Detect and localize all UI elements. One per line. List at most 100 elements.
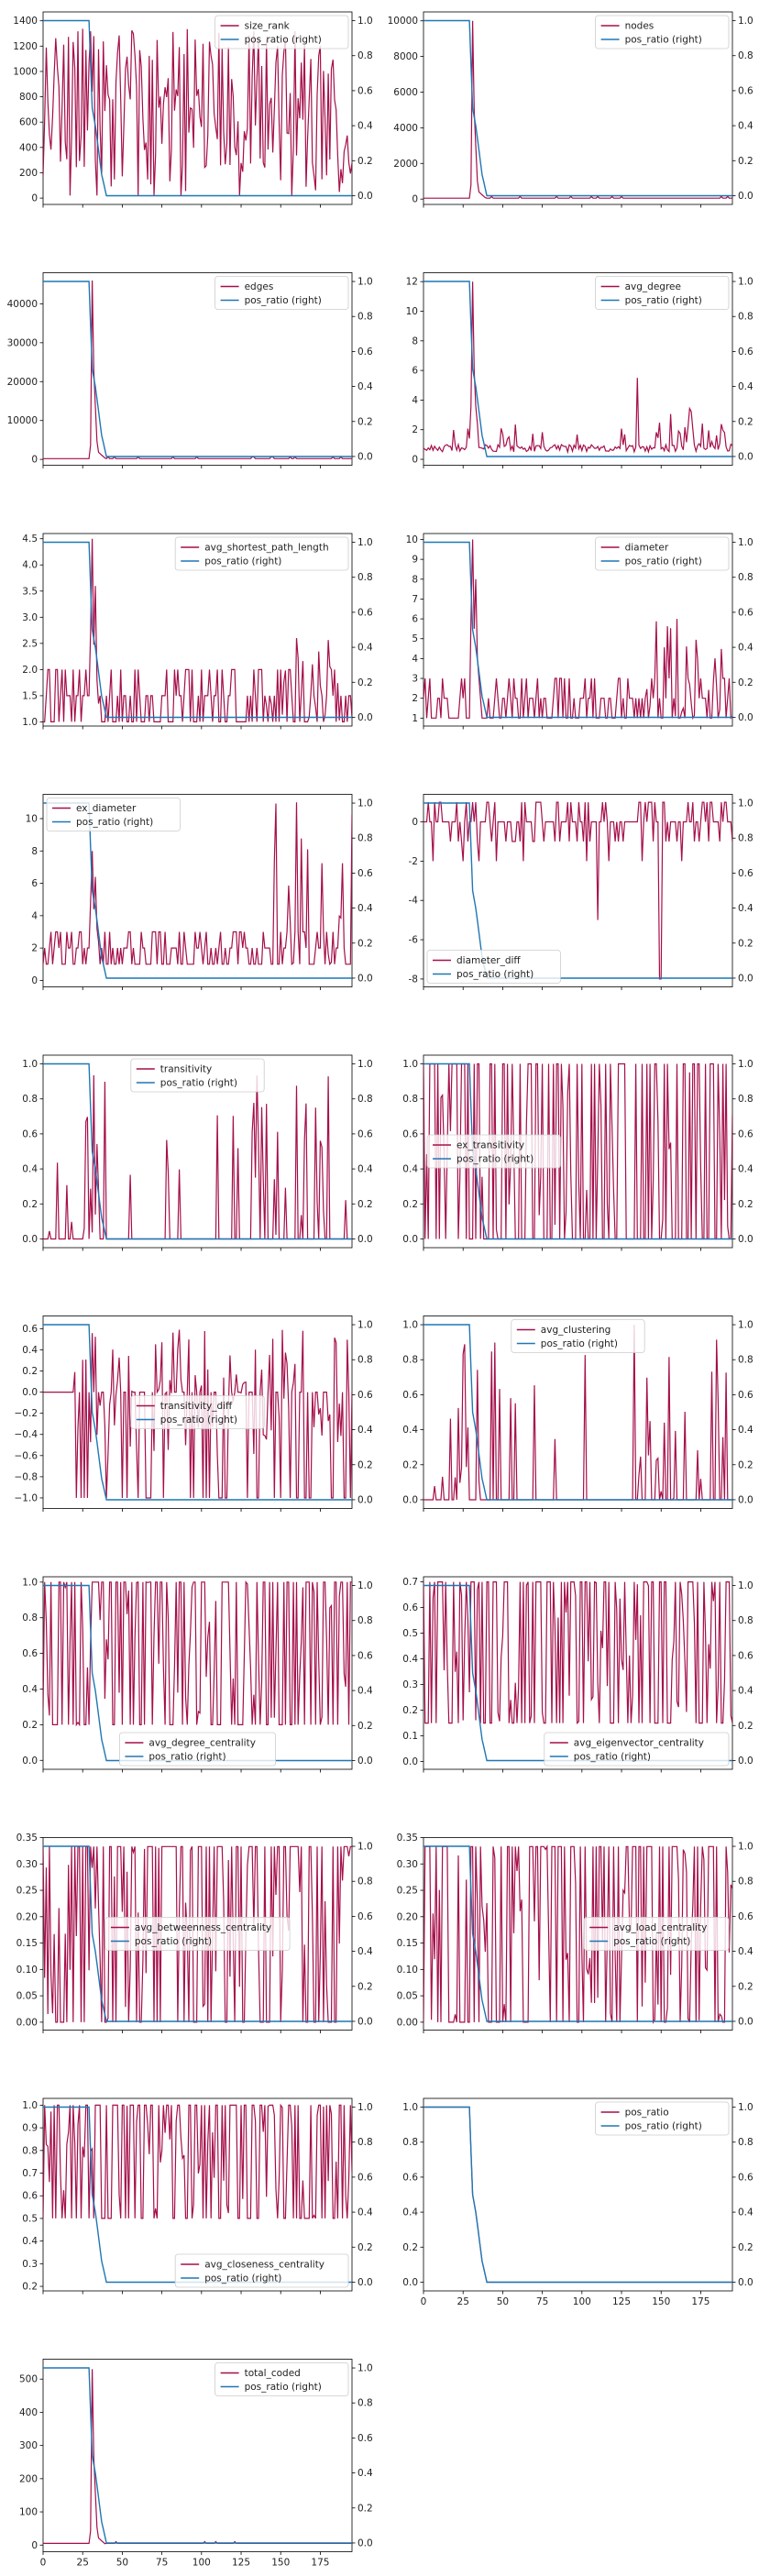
right-y-tick-label: 0.4 — [358, 1164, 373, 1175]
right-y-tick-label: 1.0 — [358, 2363, 373, 2374]
right-y-tick-label: 0.8 — [358, 2137, 373, 2148]
right-y-tick-label: 0.4 — [358, 2468, 373, 2479]
series-line-pos-ratio-right — [424, 19, 732, 197]
y-tick-label: 1.5 — [22, 690, 38, 701]
right-y-tick-label: 0.2 — [738, 2242, 754, 2253]
right-y-tick-label: 1.0 — [358, 1059, 373, 1070]
subplot-size_rank: 0 200 400 600 800 1000 1200 1400 0.0 0.2 0.4 0.6 0.8… — [13, 11, 373, 208]
right-y-tick-label: 0.2 — [358, 416, 373, 427]
y-tick-label: 2000 — [393, 159, 418, 170]
series-line-pos-ratio-right — [43, 1845, 352, 2022]
y-tick-label: 2.5 — [22, 638, 38, 649]
right-y-tick-label: 0.6 — [738, 607, 754, 618]
legend-label: avg_degree — [625, 281, 681, 292]
right-y-tick-label: 0.4 — [738, 1425, 754, 1436]
y-tick-label: 0.4 — [22, 2236, 38, 2247]
legend-label: total_coded — [245, 2368, 301, 2379]
series-line-pos-ratio-right — [424, 541, 732, 719]
right-y-tick-label: 0.8 — [358, 572, 373, 583]
legend-label: pos_ratio (right) — [456, 969, 534, 980]
y-tick-label: 30000 — [7, 337, 38, 348]
subplot-avg_degree: 0 2 4 6 8 10 12 0.0 0.2 0.4 0.6 0.8 1.0 avg_degreepos… — [406, 272, 754, 468]
legend: diameter pos_ratio (right) — [595, 536, 730, 571]
legend-label: pos_ratio (right) — [625, 556, 702, 567]
legend-label: avg_degree_centrality — [148, 1738, 256, 1749]
right-y-tick-label: 1.0 — [738, 16, 754, 27]
legend-label: pos_ratio (right) — [204, 556, 281, 567]
subplot-ex_diameter: 0 2 4 6 8 10 0.0 0.2 0.4 0.6 0.8 1.0 ex_diameter pos_… — [26, 794, 373, 990]
right-y-tick-label: 0.0 — [358, 973, 373, 984]
right-y-tick-label: 0.8 — [358, 2398, 373, 2409]
x-tick-label: 150 — [652, 2296, 670, 2307]
subplot-avg_eigenvector_centrality: 0.0 0.1 0.2 0.3 0.4 0.5 0.6 0.7 0.0 0.2 0.4 0.6 0.8 1… — [402, 1576, 754, 1773]
legend-box — [544, 1732, 730, 1767]
right-y-tick-label: 0.6 — [738, 347, 754, 358]
legend: total_coded pos_ratio (right) — [214, 2362, 349, 2396]
series-line-size_rank — [43, 28, 352, 196]
y-tick-label: 0.2 — [22, 1199, 38, 1210]
x-tick-label: 175 — [691, 2296, 710, 2307]
series-line-diameter_diff — [424, 801, 732, 980]
right-y-tick-label: 0.6 — [358, 85, 373, 96]
right-y-tick-label: 0.2 — [738, 156, 754, 167]
legend-box — [214, 15, 349, 50]
legend-label: transitivity — [160, 1064, 212, 1075]
y-tick-label: 4 — [31, 910, 38, 921]
right-y-tick-label: 0.8 — [738, 312, 754, 323]
legend-label: avg_eigenvector_centrality — [574, 1738, 704, 1749]
legend: avg_shortest_path_length pos_ratio (right… — [174, 536, 349, 571]
y-tick-label: 0.8 — [402, 1355, 418, 1366]
y-tick-label: 2 — [31, 943, 38, 954]
right-y-tick-label: 0.4 — [358, 2207, 373, 2218]
series-line-diameter — [424, 539, 732, 721]
subplot-total_coded: 0 25 50 75 100 125 150 175 0 100 200 300 400 500 0.0 0.… — [19, 2359, 373, 2569]
right-y-tick-label: 0.4 — [738, 381, 754, 392]
legend-box — [46, 798, 181, 831]
right-y-tick-label: 0.0 — [738, 2016, 754, 2027]
y-tick-label: 0.6 — [22, 2191, 38, 2202]
right-y-tick-label: 0.4 — [358, 643, 373, 654]
y-tick-label: 2 — [412, 693, 418, 704]
right-y-tick-label: 0.2 — [358, 1721, 373, 1732]
y-tick-label: 0.5 — [22, 2213, 38, 2224]
right-y-tick-label: 0.0 — [738, 191, 754, 202]
series-line-avg_eigenvector_centrality — [424, 1580, 732, 1724]
legend-label: pos_ratio (right) — [625, 2121, 702, 2132]
y-tick-label: 4 — [412, 395, 418, 406]
right-y-tick-label: 0.2 — [358, 156, 373, 167]
series-line-avg_load_centrality — [424, 1844, 732, 2024]
legend-label: transitivity_diff — [160, 1401, 233, 1412]
right-y-tick-label: 0.0 — [358, 712, 373, 723]
y-tick-label: 0 — [412, 817, 418, 828]
right-y-tick-label: 0.2 — [358, 677, 373, 688]
y-tick-label: 10000 — [7, 415, 38, 426]
right-y-tick-label: 0.2 — [358, 2242, 373, 2253]
y-tick-label: 0.4 — [402, 2207, 418, 2218]
legend-box — [214, 276, 349, 310]
subplot-nodes: 0 2000 4000 6000 8000 10000 0.0 0.2 0.4 0.6 0.8 1.0… — [388, 11, 754, 208]
y-tick-label: 0.0 — [22, 1387, 38, 1398]
x-tick-label: 0 — [421, 2296, 427, 2307]
legend: avg_clustering pos_ratio (right) — [511, 1319, 645, 1353]
right-y-tick-label: 0.2 — [358, 1981, 373, 1992]
y-tick-label: 0.00 — [397, 2017, 418, 2028]
legend-label: avg_betweenness_centrality — [135, 1922, 271, 1933]
y-tick-label: −0.4 — [15, 1429, 38, 1440]
y-tick-label: 1000 — [13, 66, 38, 77]
y-tick-label: 0.0 — [402, 1234, 418, 1245]
right-y-tick-label: 0.8 — [358, 833, 373, 844]
y-tick-label: 1.0 — [22, 2100, 38, 2111]
y-tick-label: 0.8 — [22, 2145, 38, 2156]
legend: ex_transitivity pos_ratio (right) — [426, 1134, 561, 1169]
series-line-avg_closeness_centrality — [43, 2103, 352, 2219]
right-y-tick-label: 0.8 — [738, 1877, 754, 1888]
y-tick-label: 1.0 — [22, 717, 38, 728]
y-tick-label: 0.4 — [22, 1684, 38, 1695]
right-y-tick-label: 1.0 — [358, 277, 373, 288]
right-y-tick-label: 0.6 — [358, 2172, 373, 2183]
legend-label: nodes — [625, 21, 654, 32]
right-y-tick-label: 0.4 — [358, 903, 373, 914]
right-y-tick-label: 0.8 — [738, 1355, 754, 1366]
y-tick-label: 8000 — [393, 51, 418, 62]
y-tick-label: 0.4 — [402, 1425, 418, 1436]
